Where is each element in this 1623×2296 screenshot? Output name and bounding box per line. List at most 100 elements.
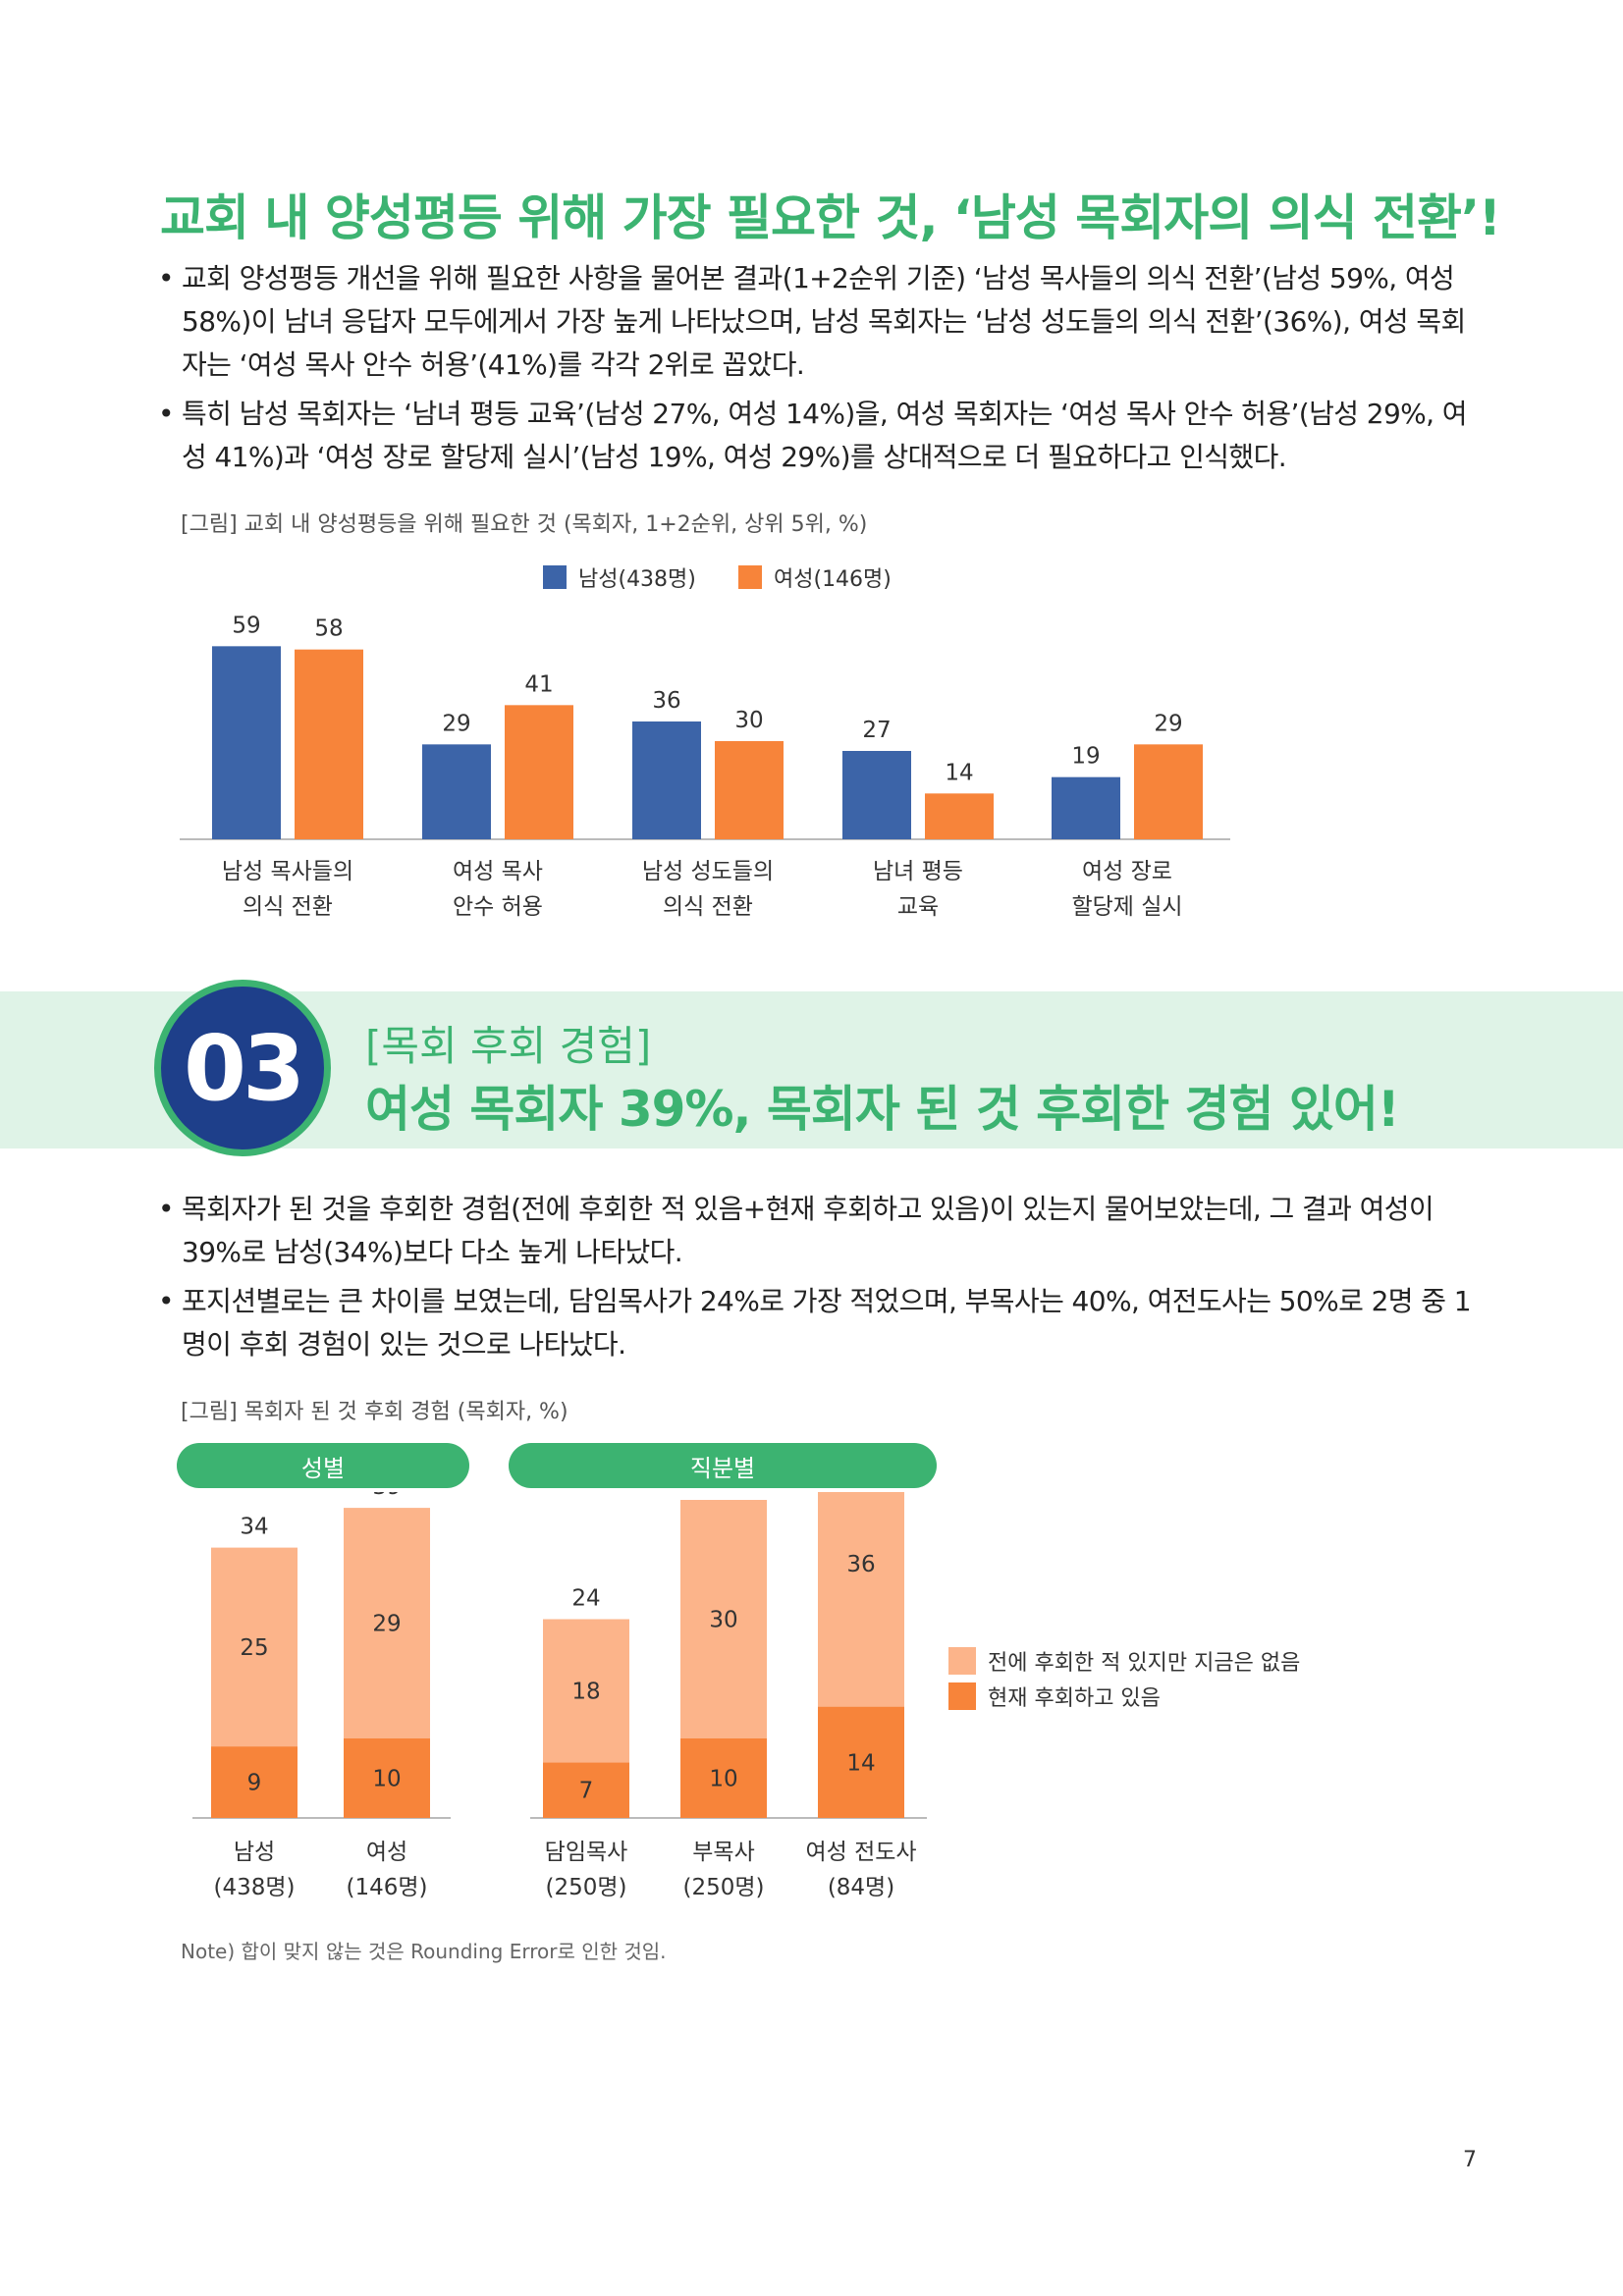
bar-male	[632, 721, 701, 839]
bar-female	[505, 705, 573, 839]
category-label: (146명)	[346, 1875, 427, 1900]
category-label: 남녀 평등	[873, 859, 963, 884]
bar-male	[842, 751, 911, 839]
section-subtitle: [목회 후회 경험]	[365, 1022, 652, 1070]
bullet-text: 특히 남성 목회자는 ‘남녀 평등 교육’(남성 27%, 여성 14%)을, …	[182, 398, 1468, 473]
data-label: 19	[1071, 744, 1100, 770]
category-label: 부목사	[692, 1840, 754, 1865]
category-label: 남성 성도들의	[642, 859, 774, 884]
legend-label: 남성(438명)	[578, 567, 696, 592]
bar-past-regret	[211, 1547, 298, 1747]
bar-female	[1134, 744, 1203, 839]
stacked-bar-chart-regret: 9 25 34 남성 (438명) 10 29 39 여성 (146명) 7 18 24 담임목사 (250…	[192, 1492, 927, 1900]
legend-swatch	[738, 565, 762, 589]
data-label-current: 7	[579, 1779, 594, 1804]
data-label: 29	[1154, 711, 1182, 736]
bullet-list: • 목회자가 된 것을 후회한 경험(전에 후회한 적 있음+현재 후회하고 있…	[158, 1188, 1476, 1372]
legend-male: 남성(438명)	[543, 561, 696, 593]
bullet-dot: •	[158, 1285, 175, 1317]
data-label: 29	[442, 711, 470, 736]
category-label: 담임목사	[545, 1840, 628, 1865]
category-label: (438명)	[213, 1875, 295, 1900]
bar-current-regret	[344, 1738, 430, 1818]
bar-male	[422, 744, 491, 839]
category-label: (250명)	[682, 1875, 764, 1900]
legend-label: 전에 후회한 적 있지만 지금은 없음	[988, 1651, 1301, 1676]
bar-past-regret	[543, 1619, 629, 1763]
legend-past-regret: 전에 후회한 적 있지만 지금은 없음	[948, 1645, 1300, 1677]
section-heading: 교회 내 양성평등 위해 가장 필요한 것, ‘남성 목회자의 의식 전환’!	[160, 189, 1501, 246]
bar-male	[1052, 776, 1120, 839]
bar-female	[925, 793, 994, 839]
category-label: 의식 전환	[663, 894, 753, 920]
category-label: 교육	[897, 894, 939, 920]
bar-female	[715, 741, 784, 839]
data-label: 27	[862, 718, 891, 743]
data-label-total: 39	[372, 1492, 401, 1500]
bar-past-regret	[818, 1492, 904, 1707]
bullet-list: • 교회 양성평등 개선을 위해 필요한 사항을 물어본 결과(1+2순위 기준…	[158, 257, 1476, 485]
data-label-past: 30	[709, 1608, 737, 1633]
category-label: 안수 허용	[453, 894, 543, 920]
footnote: Note) 합이 맞지 않는 것은 Rounding Error로 인한 것임.	[181, 1940, 667, 1963]
data-label-total: 34	[240, 1515, 268, 1540]
data-label-current: 14	[846, 1750, 875, 1776]
category-label: 의식 전환	[243, 894, 333, 920]
figure-title: [그림] 목회자 된 것 후회 경험 (목회자, %)	[181, 1400, 568, 1424]
legend-label: 현재 후회하고 있음	[988, 1686, 1161, 1711]
data-label-total: 24	[571, 1586, 600, 1612]
data-label: 30	[734, 708, 763, 733]
data-label: 14	[945, 760, 973, 785]
category-label: 여성	[366, 1840, 407, 1865]
bullet-item: • 특히 남성 목회자는 ‘남녀 평등 교육’(남성 27%, 여성 14%)을…	[158, 393, 1476, 479]
bullet-text: 포지션별로는 큰 차이를 보였는데, 담임목사가 24%로 가장 적었으며, 부…	[182, 1285, 1472, 1361]
data-label-current: 9	[247, 1771, 262, 1796]
data-label-past: 29	[372, 1612, 401, 1637]
category-label: (84명)	[828, 1875, 894, 1900]
bar-past-regret	[680, 1500, 767, 1738]
category-label: (250명)	[545, 1875, 626, 1900]
legend-swatch	[543, 565, 567, 589]
bar-current-regret	[680, 1738, 767, 1818]
data-label: 41	[524, 671, 553, 697]
group-pill-position: 직분별	[509, 1443, 937, 1488]
data-label-current: 10	[709, 1767, 737, 1792]
category-label: 여성 장로	[1082, 859, 1172, 884]
bullet-item: • 교회 양성평등 개선을 위해 필요한 사항을 물어본 결과(1+2순위 기준…	[158, 257, 1476, 387]
bar-female	[295, 649, 363, 839]
legend-swatch	[948, 1647, 976, 1675]
page-number: 7	[1463, 2148, 1477, 2172]
legend-swatch	[948, 1682, 976, 1710]
data-label: 58	[314, 616, 343, 642]
bar-current-regret	[818, 1706, 904, 1818]
bullet-text: 목회자가 된 것을 후회한 경험(전에 후회한 적 있음+현재 후회하고 있음)…	[182, 1193, 1434, 1268]
category-label: 남성	[234, 1840, 275, 1865]
bullet-text: 교회 양성평등 개선을 위해 필요한 사항을 물어본 결과(1+2순위 기준) …	[182, 262, 1466, 381]
bar-past-regret	[344, 1508, 430, 1738]
bar-current-regret	[211, 1746, 298, 1818]
data-label-current: 10	[372, 1767, 401, 1792]
category-label: 할당제 실시	[1071, 894, 1182, 920]
group-pill-gender: 성별	[177, 1443, 469, 1488]
data-label: 36	[652, 688, 680, 714]
legend-current-regret: 현재 후회하고 있음	[948, 1681, 1161, 1712]
data-label-past: 18	[571, 1679, 600, 1704]
figure-title: [그림] 교회 내 양성평등을 위해 필요한 것 (목회자, 1+2순위, 상위…	[181, 512, 868, 537]
bullet-dot: •	[158, 262, 175, 294]
bullet-dot: •	[158, 398, 175, 430]
section-number-badge: 03	[154, 980, 331, 1156]
category-label: 남성 목사들의	[222, 859, 353, 884]
section-title: 여성 목회자 39%, 목회자 된 것 후회한 경험 있어!	[365, 1081, 1400, 1138]
legend-female: 여성(146명)	[738, 561, 892, 593]
data-label-past: 36	[846, 1552, 875, 1577]
bullet-item: • 포지션별로는 큰 차이를 보였는데, 담임목사가 24%로 가장 적었으며,…	[158, 1280, 1476, 1366]
data-label-past: 25	[240, 1635, 268, 1661]
bar-current-regret	[543, 1762, 629, 1818]
bar-male	[212, 646, 281, 839]
legend-label: 여성(146명)	[774, 567, 892, 592]
bullet-dot: •	[158, 1193, 175, 1225]
bullet-item: • 목회자가 된 것을 후회한 경험(전에 후회한 적 있음+현재 후회하고 있…	[158, 1188, 1476, 1274]
category-label: 여성 목사	[453, 859, 543, 884]
data-label: 59	[232, 613, 260, 638]
